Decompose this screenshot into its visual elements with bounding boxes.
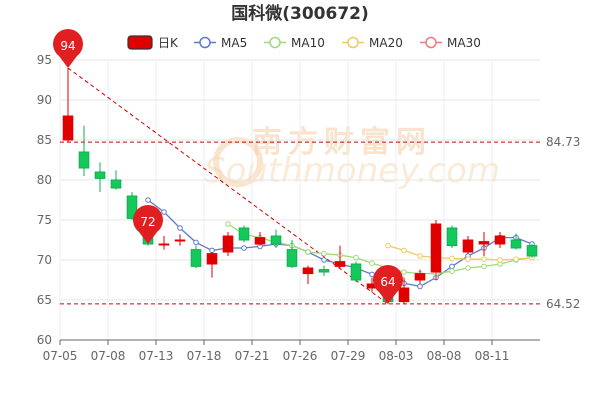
candle-body bbox=[206, 253, 218, 265]
y-tick-label: 70 bbox=[37, 253, 52, 267]
ma-point-ma5 bbox=[417, 283, 423, 290]
legend-swatch-marker bbox=[347, 36, 359, 49]
ma-point-ma20 bbox=[417, 253, 423, 259]
ma-point-ma5 bbox=[449, 263, 455, 270]
candle-body bbox=[254, 237, 266, 245]
ma-point-ma10 bbox=[481, 263, 487, 270]
candle-body bbox=[158, 243, 170, 246]
axes: 60 65 70 75 80 85 90 95 07-05 07-08 07-13 07-18 07-2… bbox=[37, 53, 540, 363]
candle-body bbox=[222, 235, 234, 253]
ma-point-ma20 bbox=[401, 247, 407, 254]
x-tick-label: 07-18 bbox=[187, 349, 222, 363]
ma-point-ma5 bbox=[145, 197, 151, 203]
candle-body bbox=[174, 239, 186, 242]
legend-label: MA10 bbox=[291, 36, 325, 50]
x-tick-label: 07-26 bbox=[283, 349, 318, 363]
legend-swatch-marker bbox=[199, 36, 211, 49]
candle-body bbox=[94, 171, 106, 179]
ma-point-ma10 bbox=[305, 249, 311, 255]
candle-body bbox=[414, 273, 426, 281]
reference-line-label: 84.73 bbox=[546, 135, 580, 149]
x-tick-label: 08-03 bbox=[379, 349, 414, 363]
annotation-pin bbox=[53, 29, 83, 68]
legend-swatch-marker bbox=[269, 36, 281, 49]
ma-line-ma20 bbox=[387, 244, 533, 261]
ma-point-ma20 bbox=[385, 242, 391, 249]
chart-legend: 日K MA5 MA10 MA20 MA30 bbox=[127, 35, 481, 50]
y-tick-label: 90 bbox=[37, 93, 52, 107]
legend-label: MA20 bbox=[369, 36, 403, 50]
x-tick-label: 07-29 bbox=[331, 349, 366, 363]
ma-point-ma20 bbox=[497, 257, 503, 263]
candle-body bbox=[350, 263, 362, 281]
legend-label: MA5 bbox=[221, 36, 247, 50]
candle-body bbox=[510, 239, 522, 249]
candle-body bbox=[446, 227, 458, 247]
y-tick-label: 60 bbox=[37, 333, 52, 347]
y-tick-label: 95 bbox=[37, 53, 52, 67]
reference-line-label: 64.52 bbox=[546, 297, 580, 311]
ma-point-ma5 bbox=[193, 239, 199, 246]
annotation-pin bbox=[133, 205, 164, 244]
y-tick-label: 75 bbox=[37, 213, 52, 227]
x-tick-label: 07-13 bbox=[139, 349, 174, 363]
candle-body bbox=[270, 235, 282, 245]
ma-point-ma20 bbox=[481, 256, 487, 263]
candle-body bbox=[286, 249, 298, 267]
x-tick-label: 07-21 bbox=[235, 349, 270, 363]
ma-point-ma20 bbox=[449, 255, 455, 262]
x-tick-label: 08-08 bbox=[427, 349, 462, 363]
candle-body bbox=[78, 151, 90, 169]
watermark-en-text: Southmoney.com bbox=[204, 151, 500, 191]
reference-lines: 84.73 64.52 bbox=[60, 135, 580, 311]
annotation-pins: 94 72 64 bbox=[53, 29, 404, 304]
candle-body bbox=[62, 115, 74, 141]
ma-point-ma10 bbox=[225, 221, 231, 227]
ma-point-ma5 bbox=[321, 257, 327, 263]
annotation-pin-label: 94 bbox=[60, 39, 75, 53]
ma-point-ma10 bbox=[465, 265, 471, 271]
candle-body bbox=[126, 195, 138, 219]
legend-swatch-kline bbox=[127, 35, 153, 50]
ma-point-ma5 bbox=[177, 225, 183, 231]
ma-point-ma10 bbox=[401, 269, 407, 275]
candle-body bbox=[238, 227, 250, 241]
x-tick-label: 07-08 bbox=[91, 349, 126, 363]
candle-body bbox=[318, 269, 330, 273]
x-tick-label: 07-05 bbox=[43, 349, 78, 363]
trend-line bbox=[67, 67, 389, 305]
legend-label: MA30 bbox=[447, 36, 481, 50]
annotation-pin-label: 72 bbox=[140, 215, 155, 229]
candle-body bbox=[494, 235, 506, 245]
x-tick-label: 08-11 bbox=[475, 349, 510, 363]
ma-point-ma20 bbox=[465, 256, 471, 263]
candle-body bbox=[462, 239, 474, 253]
ma-point-ma5 bbox=[161, 209, 167, 215]
legend-swatch-marker bbox=[425, 36, 437, 49]
trend-line-segment bbox=[67, 67, 389, 305]
y-tick-label: 65 bbox=[37, 293, 52, 307]
ma-point-ma10 bbox=[353, 254, 359, 261]
annotation-pin-label: 64 bbox=[380, 275, 395, 289]
ma-point-ma5 bbox=[241, 245, 247, 251]
candle-body bbox=[430, 223, 442, 273]
candle-body bbox=[302, 267, 314, 275]
candle-body bbox=[478, 241, 490, 245]
ma-point-ma10 bbox=[369, 260, 375, 267]
ma-point-ma10 bbox=[449, 268, 455, 275]
candle-body bbox=[398, 287, 410, 303]
y-tick-label: 85 bbox=[37, 133, 52, 147]
y-tick-label: 80 bbox=[37, 173, 52, 187]
legend-label: 日K bbox=[158, 36, 179, 50]
annotation-pin bbox=[373, 265, 404, 304]
candle-body bbox=[110, 179, 122, 189]
ma-point-ma20 bbox=[513, 256, 519, 263]
candle-body bbox=[526, 245, 538, 257]
ma-point-ma10 bbox=[321, 250, 327, 257]
candle-body bbox=[190, 249, 202, 267]
chart-title: 国科微(300672) bbox=[231, 3, 369, 24]
candle-body bbox=[334, 261, 346, 267]
